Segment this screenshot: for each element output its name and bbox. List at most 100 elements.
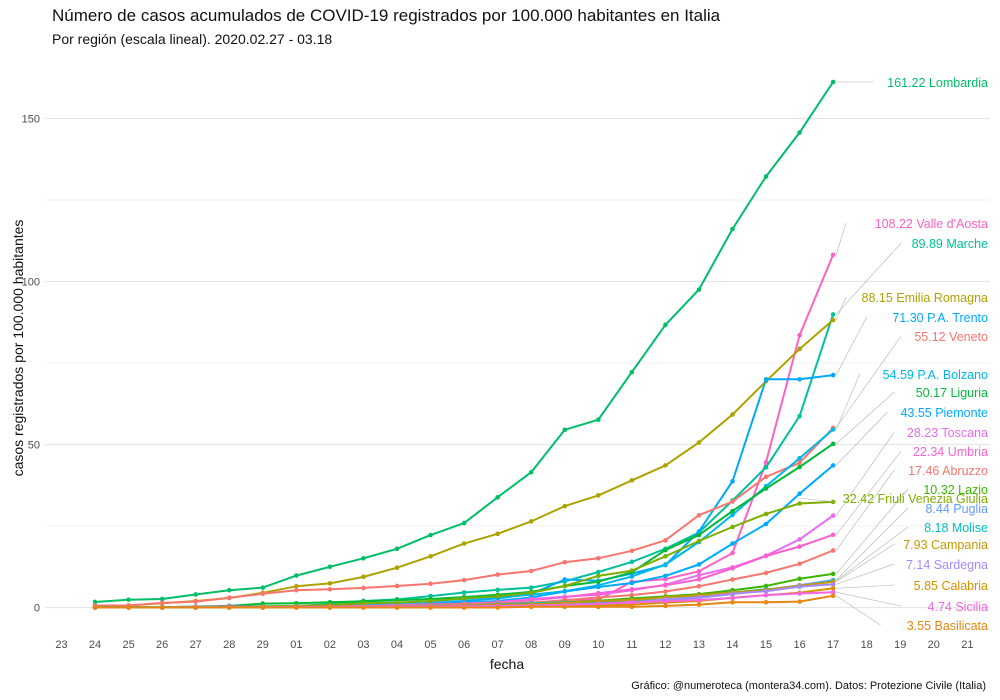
- plot-panel: [45, 62, 990, 625]
- data-point: [763, 592, 769, 598]
- series-end-label: 161.22 Lombardia: [887, 76, 988, 90]
- data-point: [596, 579, 601, 585]
- label-leader-line: [835, 431, 895, 516]
- data-point: [394, 546, 400, 552]
- data-point: [696, 538, 702, 544]
- data-point: [193, 592, 198, 597]
- data-point: [428, 598, 433, 604]
- data-point: [830, 513, 836, 518]
- data-point: [797, 576, 802, 582]
- data-point: [361, 574, 366, 580]
- series-end-label: 10.32 Lazio: [923, 483, 988, 497]
- y-tick-label: 50: [28, 440, 40, 452]
- data-point: [797, 332, 802, 338]
- data-point: [830, 463, 836, 468]
- data-point: [696, 602, 702, 607]
- data-point: [730, 550, 735, 556]
- data-point: [629, 369, 635, 375]
- data-point: [830, 593, 836, 599]
- data-point: [797, 464, 802, 470]
- data-point: [562, 589, 568, 594]
- data-point: [730, 512, 735, 518]
- data-point: [193, 605, 198, 610]
- series-end-label: 50.17 Liguria: [916, 386, 988, 400]
- data-point: [294, 605, 299, 610]
- label-leader-line: [835, 488, 909, 575]
- data-point: [92, 599, 98, 605]
- y-tick-label: 100: [22, 277, 40, 289]
- data-point: [797, 584, 802, 589]
- data-point: [763, 570, 769, 576]
- data-point: [797, 491, 802, 497]
- data-point: [830, 571, 836, 577]
- x-tick-label: 29: [257, 639, 269, 651]
- data-point: [696, 529, 702, 534]
- data-point: [226, 595, 232, 601]
- x-tick-label: 18: [861, 639, 873, 651]
- x-tick-label: 16: [793, 639, 805, 651]
- x-tick-label: 26: [156, 639, 168, 651]
- x-tick-label: 07: [492, 639, 504, 651]
- label-leader-line: [835, 450, 902, 535]
- data-point: [730, 412, 735, 417]
- data-point: [361, 555, 366, 561]
- series-end-label: 55.12 Veneto: [914, 330, 988, 344]
- data-point: [797, 591, 802, 596]
- data-point: [394, 583, 400, 589]
- data-point: [596, 573, 601, 579]
- data-point: [696, 584, 702, 589]
- data-point: [528, 604, 534, 610]
- data-point: [763, 486, 769, 491]
- data-point: [629, 604, 635, 610]
- data-point: [428, 605, 433, 610]
- data-point: [193, 599, 198, 604]
- data-point: [126, 605, 131, 610]
- data-point: [763, 474, 769, 480]
- label-leader-line: [835, 222, 847, 255]
- data-point: [361, 605, 366, 610]
- x-tick-label: 24: [89, 639, 101, 651]
- data-point: [260, 605, 266, 610]
- data-point: [159, 600, 165, 606]
- series-end-label: 71.30 P.A. Trento: [892, 311, 988, 325]
- data-point: [629, 580, 635, 586]
- data-point: [797, 460, 802, 466]
- data-point: [797, 501, 802, 506]
- data-point: [528, 585, 534, 590]
- label-leader-line: [835, 507, 909, 581]
- data-point: [394, 600, 400, 605]
- data-point: [327, 581, 333, 586]
- label-leader-line: [836, 563, 895, 585]
- x-tick-label: 09: [559, 639, 571, 651]
- label-leader-line: [835, 526, 909, 582]
- data-point: [696, 532, 702, 538]
- data-point: [830, 548, 836, 553]
- x-tick-label: 11: [626, 639, 637, 651]
- data-point: [226, 605, 232, 610]
- data-point: [663, 599, 668, 604]
- data-point: [596, 555, 601, 561]
- label-leader-line: [835, 411, 888, 466]
- data-point: [495, 572, 500, 577]
- data-point: [428, 532, 433, 538]
- series-end-label: 4.74 Sicilia: [928, 600, 988, 614]
- data-point: [763, 553, 769, 559]
- data-point: [797, 561, 802, 567]
- x-tick-label: 01: [290, 639, 302, 651]
- data-point: [830, 582, 836, 587]
- data-point: [159, 596, 165, 602]
- data-point: [830, 532, 836, 538]
- label-leader-line: [835, 296, 847, 321]
- data-point: [428, 554, 433, 559]
- data-point: [730, 595, 735, 601]
- data-point: [830, 441, 836, 447]
- data-point: [159, 605, 165, 610]
- data-point: [663, 562, 668, 567]
- data-point: [562, 559, 568, 565]
- data-point: [562, 604, 568, 610]
- data-point: [629, 574, 635, 579]
- data-point: [730, 599, 735, 605]
- data-point: [495, 587, 500, 593]
- data-point: [528, 590, 534, 596]
